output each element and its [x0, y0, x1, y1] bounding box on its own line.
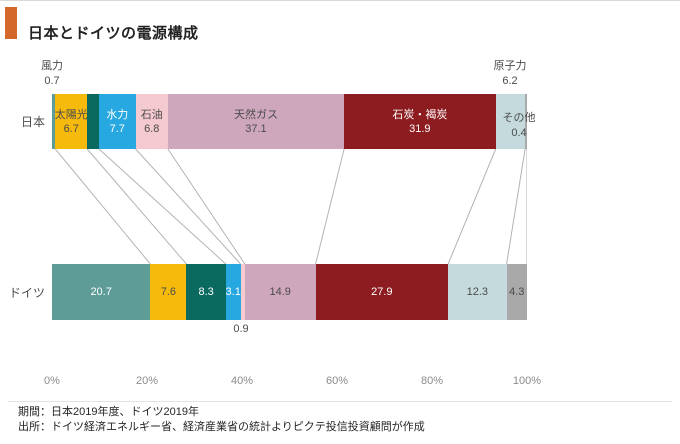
row-label-japan: 日本 [20, 115, 45, 129]
x-axis-tick: 80% [420, 375, 444, 387]
footnote: 期間：日本2019年度、ドイツ2019年 出所：ドイツ経済エネルギー省、経済産業… [18, 405, 425, 435]
x-axis-tick: 20% [135, 375, 159, 387]
germany-segment-coal: 27.9 [315, 264, 449, 320]
connector-lines [54, 149, 527, 264]
segment-value-label: 7.6 [160, 286, 176, 298]
germany-segment-gas: 14.9 [244, 264, 316, 320]
wind-label-value: 0.7 [44, 75, 60, 87]
japan-segment-nuclear [495, 94, 526, 149]
segment-value-label: 12.3 [466, 286, 489, 298]
other-label-name: その他 [502, 112, 536, 124]
x-axis-tick: 0% [44, 375, 60, 387]
other-label-japan: その他 0.4 [496, 111, 542, 141]
japan-segment-coal: 石炭・褐炭 31.9 [344, 94, 496, 149]
segment-value-label: 7.7 [109, 122, 125, 135]
segment-value-label: 4.3 [509, 286, 525, 298]
germany-segment-wind: 20.7 [52, 264, 151, 320]
x-axis-tick: 40% [230, 375, 254, 387]
japan-segment-wind [52, 94, 56, 149]
germany-segment-nuclear: 12.3 [448, 264, 507, 320]
segment-value-label: 3.1 [225, 286, 241, 298]
connector-line [86, 149, 187, 264]
wind-label-japan: 風力 0.7 [30, 59, 74, 89]
x-axis-tick: 100% [512, 375, 542, 387]
other-label-value: 0.4 [511, 127, 527, 139]
japan-stacked-bar: 太陽光 6.7 水力 7.7 石油 6.8 天然ガス 37.1 石炭・褐炭 31.9 [52, 94, 527, 149]
nuclear-label-name: 原子力 [493, 60, 527, 72]
segment-value-label: 31.9 [409, 122, 431, 135]
connector-line [506, 149, 526, 264]
segment-name-label: 水力 [106, 108, 129, 121]
segment-value-label: 6.7 [63, 122, 79, 135]
segment-value-label: 37.1 [245, 122, 267, 135]
wind-label-name: 風力 [41, 60, 63, 72]
row-label-germany: ドイツ [8, 285, 45, 300]
nuclear-label-japan: 原子力 6.2 [488, 59, 532, 89]
germany-stacked-bar: 20.7 7.6 8.3 3.1 14.9 27.9 12.3 4.3 [52, 264, 527, 320]
x-axis-tick: 60% [325, 375, 349, 387]
title-accent-bar [5, 7, 17, 39]
germany-segment-biomass-unlabeled: 8.3 [186, 264, 226, 320]
connector-line [315, 149, 345, 264]
japan-segment-gas: 天然ガス 37.1 [167, 94, 345, 149]
germany-segment-solar: 7.6 [150, 264, 187, 320]
nuclear-label-value: 6.2 [502, 75, 518, 87]
segment-value-label: 20.7 [90, 286, 112, 298]
page-title: 日本とドイツの電源構成 [28, 25, 199, 43]
connector-line [135, 149, 241, 264]
connector-line [167, 149, 246, 264]
japan-segment-oil: 石油 6.8 [135, 94, 168, 149]
footer-separator [8, 401, 672, 402]
connector-line [98, 149, 227, 264]
japan-segment-hydro: 水力 7.7 [99, 94, 136, 149]
connector-line [54, 149, 151, 264]
segment-value-label: 14.9 [269, 286, 291, 298]
segment-value-label: 27.9 [371, 286, 393, 298]
japan-segment-biomass-unlabeled [87, 94, 99, 149]
germany-segment-other: 4.3 [506, 264, 527, 320]
segment-name-label: 太陽光 [54, 108, 88, 121]
germany-segment-hydro: 3.1 [226, 264, 241, 320]
footnote-source: 出所：ドイツ経済エネルギー省、経済産業省の統計よりピクテ投信投資顧問が作成 [18, 421, 425, 433]
segment-name-label: 天然ガス [233, 108, 278, 121]
japan-segment-solar: 太陽光 6.7 [54, 94, 88, 149]
segment-value-label: 8.3 [198, 286, 214, 298]
x-axis: 0% 20% 40% 60% 80% 100% [44, 375, 541, 391]
segment-name-label: 石油 [140, 108, 163, 121]
japan-segment-other [525, 94, 527, 149]
footnote-period: 期間：日本2019年度、ドイツ2019年 [18, 406, 199, 418]
connector-line [447, 149, 497, 264]
oil-label-value: 0.9 [233, 323, 249, 335]
germany-segment-oil [240, 264, 245, 320]
segment-name-label: 石炭・褐炭 [392, 108, 448, 121]
segment-value-label: 6.8 [144, 122, 160, 135]
oil-label-germany: 0.9 [221, 322, 261, 337]
